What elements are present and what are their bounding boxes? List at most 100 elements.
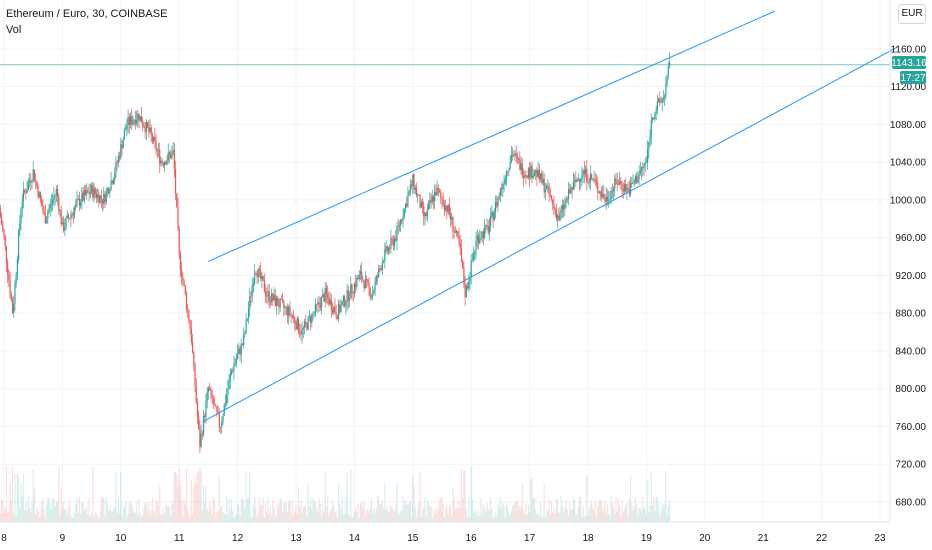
volume-bar <box>588 510 590 522</box>
price-axis[interactable]: 680.00 720.00 760.00 800.00 840.00 880.00 920.… <box>889 0 927 522</box>
x-tick-label: 10 <box>115 533 127 544</box>
volume-bar <box>622 512 624 522</box>
candle-body <box>667 66 669 76</box>
candle-body <box>334 306 336 313</box>
candle-body <box>631 183 633 184</box>
candle-body <box>117 156 119 164</box>
candle-body <box>578 178 581 182</box>
candle-body <box>438 190 441 193</box>
y-tick-label: 1120.00 <box>891 82 927 93</box>
candle-body <box>317 302 319 305</box>
volume-bar <box>325 506 328 522</box>
candle-body <box>282 299 284 302</box>
candle-body <box>233 364 235 372</box>
volume-bar <box>510 511 512 522</box>
candle-body <box>335 312 337 317</box>
y-tick-label: 880.00 <box>895 309 926 320</box>
candle-body <box>237 353 239 359</box>
volume-bar <box>492 517 494 522</box>
volume-bar <box>435 507 437 522</box>
volume-bar <box>185 468 188 522</box>
volume-bar <box>239 515 241 522</box>
candle-body <box>470 260 472 278</box>
candle-body <box>168 152 171 155</box>
candle-body <box>424 213 426 217</box>
volume-bar <box>550 500 553 522</box>
volume-bar <box>592 508 594 522</box>
volume-indicator-label[interactable]: Vol <box>6 24 22 36</box>
candle-body <box>414 187 416 190</box>
candle-body <box>181 269 183 278</box>
volume-bar <box>30 512 32 522</box>
candle-body <box>151 134 154 142</box>
candle-body <box>668 61 671 67</box>
candle-body <box>161 160 163 164</box>
candle-body <box>53 196 55 200</box>
candle-body <box>10 294 12 300</box>
candle-body <box>454 231 456 233</box>
volume-bar <box>58 466 60 522</box>
volume-bar <box>50 508 53 522</box>
candle-body <box>178 228 180 253</box>
volume-bar <box>301 512 303 522</box>
candle-body <box>235 358 237 363</box>
volume-bar <box>55 500 57 522</box>
candle-body <box>262 276 264 281</box>
candle-body <box>222 415 224 422</box>
volume-bar <box>235 513 237 522</box>
volume-bar <box>328 515 330 522</box>
candle-body <box>120 144 122 159</box>
time-axis[interactable]: 8 9 10 11 12 13 14 15 16 17 18 19 20 21 22 23 <box>0 521 890 544</box>
volume-bar <box>246 498 248 522</box>
volume-bar <box>350 469 352 522</box>
candle-body <box>451 216 453 220</box>
volume-bar <box>569 501 571 522</box>
volume-bar <box>611 502 613 522</box>
volume-bar <box>59 514 61 522</box>
volume-bar <box>358 517 360 522</box>
volume-bar <box>597 506 599 522</box>
candle-body <box>247 308 250 319</box>
candle-body <box>274 294 276 306</box>
candle-body <box>410 184 413 187</box>
volume-bar <box>168 506 171 522</box>
candle-body <box>44 212 46 224</box>
volume-bar <box>167 506 169 522</box>
volume-bar <box>184 504 186 522</box>
volume-bar <box>42 497 44 522</box>
volume-bar <box>553 507 555 522</box>
volume-bar <box>25 501 27 522</box>
volume-bar <box>173 472 175 522</box>
volume-bar <box>83 510 85 522</box>
candle-body <box>577 178 579 180</box>
volume-bar <box>375 508 377 522</box>
candle-body <box>292 316 295 318</box>
candle-body <box>132 121 134 125</box>
trendlines <box>202 10 898 423</box>
volume-bar <box>67 506 70 522</box>
candle-body <box>502 184 504 190</box>
candle-body <box>487 226 489 233</box>
volume-bar <box>451 515 453 522</box>
candle-body <box>73 208 76 216</box>
candle-body <box>263 280 265 292</box>
volume-bar <box>554 513 556 522</box>
volume-bar <box>48 498 50 522</box>
candle-body <box>453 231 455 233</box>
volume-bar <box>454 509 456 522</box>
candle-body <box>614 178 616 190</box>
volume-bar <box>335 509 337 522</box>
volume-bar <box>271 516 273 522</box>
candle-body <box>406 203 408 207</box>
volume-bar <box>445 507 447 522</box>
volume-bar <box>446 504 448 522</box>
volume-bar <box>16 473 18 522</box>
volume-bar <box>178 467 180 522</box>
volume-bar <box>127 512 129 522</box>
candle-body <box>593 179 595 181</box>
candle-body <box>475 240 477 251</box>
currency-button[interactable]: EUR <box>898 4 926 24</box>
candle-body <box>591 174 593 179</box>
candle-body <box>261 276 263 280</box>
